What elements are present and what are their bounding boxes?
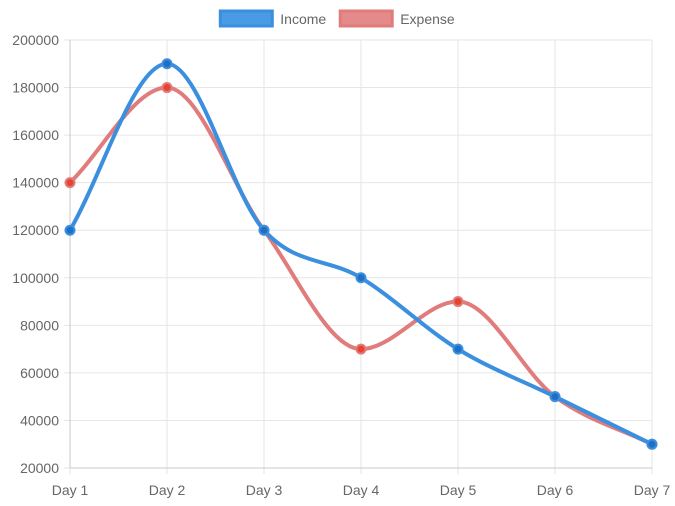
y-tick-label: 120000: [12, 222, 59, 238]
data-point-income[interactable]: [646, 438, 658, 450]
x-tick-label: Day 5: [440, 482, 477, 498]
data-point-income[interactable]: [64, 224, 76, 236]
y-tick-label: 140000: [12, 175, 59, 191]
legend: Income Expense: [218, 9, 455, 28]
data-point-expense[interactable]: [355, 343, 367, 355]
data-point-expense[interactable]: [161, 82, 173, 94]
grid: [64, 39, 653, 474]
y-tick-label: 200000: [12, 32, 59, 48]
series-points: [64, 58, 658, 450]
axes: [69, 40, 652, 469]
legend-swatch-income[interactable]: [218, 9, 274, 28]
y-tick-label: 160000: [12, 127, 59, 143]
y-tick-label: 60000: [20, 365, 59, 381]
y-tick-label: 100000: [12, 270, 59, 286]
y-tick-label: 180000: [12, 80, 59, 96]
x-tick-label: Day 4: [343, 482, 380, 498]
legend-swatch-expense[interactable]: [338, 9, 394, 28]
data-point-income[interactable]: [161, 58, 173, 70]
data-point-expense[interactable]: [452, 296, 464, 308]
legend-label-income[interactable]: Income: [280, 11, 326, 27]
y-tick-label: 80000: [20, 317, 59, 333]
x-axis-ticks: Day 1 Day 2 Day 3 Day 4 Day 5 Day 6 Day 7: [52, 482, 671, 498]
legend-label-expense[interactable]: Expense: [400, 11, 455, 27]
data-point-income[interactable]: [355, 272, 367, 284]
x-tick-label: Day 2: [149, 482, 186, 498]
data-point-income[interactable]: [549, 391, 561, 403]
data-point-expense[interactable]: [64, 177, 76, 189]
y-tick-label: 40000: [20, 412, 59, 428]
x-tick-label: Day 3: [246, 482, 283, 498]
x-tick-label: Day 7: [634, 482, 671, 498]
y-axis-ticks: 200000 180000 160000 140000 120000 100000 8000…: [12, 32, 59, 476]
data-point-income[interactable]: [258, 224, 270, 236]
y-tick-label: 20000: [20, 460, 59, 476]
data-point-income[interactable]: [452, 343, 464, 355]
x-tick-label: Day 1: [52, 482, 89, 498]
x-tick-label: Day 6: [537, 482, 574, 498]
